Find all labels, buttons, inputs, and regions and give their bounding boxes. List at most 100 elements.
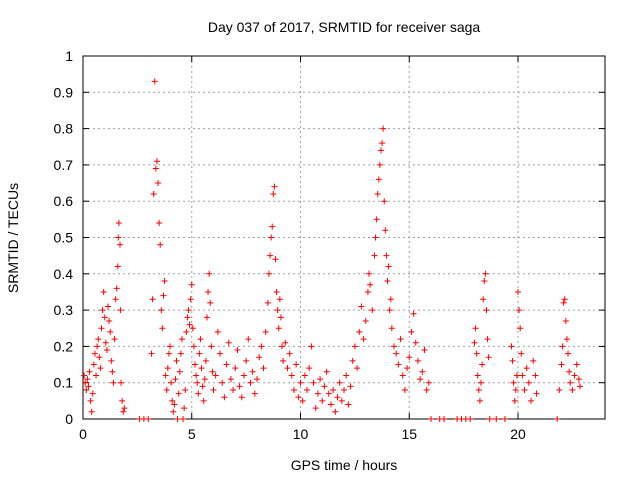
data-point (157, 241, 164, 248)
data-point (349, 357, 356, 364)
data-point (108, 357, 115, 364)
data-point (103, 347, 110, 354)
data-point (238, 394, 245, 401)
data-point (279, 343, 286, 350)
data-point (217, 350, 224, 357)
data-point (518, 350, 525, 357)
data-point (190, 343, 197, 350)
data-point (88, 408, 95, 415)
data-point (98, 325, 105, 332)
data-point (275, 325, 282, 332)
data-point (379, 140, 386, 147)
data-point (408, 328, 415, 335)
data-point (109, 368, 116, 375)
data-point (306, 365, 313, 372)
data-point (199, 383, 206, 390)
data-point (234, 347, 241, 354)
data-point (119, 397, 126, 404)
data-point (219, 379, 226, 386)
data-point (319, 397, 326, 404)
data-point (556, 386, 563, 393)
data-point (382, 227, 389, 234)
data-point (375, 176, 382, 183)
y-tick-label: 0.2 (54, 338, 74, 354)
data-point (197, 336, 204, 343)
data-point (105, 303, 112, 310)
data-point (117, 307, 124, 314)
data-point (178, 336, 185, 343)
data-point (176, 368, 183, 375)
data-point (483, 307, 490, 314)
data-point (174, 416, 181, 422)
data-point (343, 372, 350, 379)
data-point (180, 416, 187, 422)
ticks: 00.10.20.30.40.50.60.70.80.910 5 10 15 20 (54, 48, 605, 442)
data-point (152, 165, 159, 172)
data-point (82, 379, 89, 386)
data-point (254, 376, 260, 383)
data-point (265, 270, 272, 277)
data-point (173, 357, 180, 364)
data-point (336, 379, 343, 386)
data-point (380, 125, 387, 132)
data-point (96, 354, 103, 361)
data-point (404, 365, 411, 372)
data-point (414, 357, 421, 364)
data-point (510, 379, 517, 386)
data-point (86, 368, 93, 375)
x-tick-label: 15 (401, 426, 417, 442)
data-point (304, 386, 311, 393)
data-point (467, 416, 474, 422)
data-point (412, 339, 419, 346)
data-points (81, 78, 583, 422)
data-point (575, 376, 582, 383)
data-point (262, 328, 269, 335)
data-point (573, 361, 580, 368)
data-point (168, 379, 175, 386)
data-point (479, 361, 486, 368)
data-point (243, 357, 250, 364)
data-point (513, 372, 520, 379)
data-point (301, 372, 308, 379)
data-point (486, 416, 493, 422)
data-point (272, 256, 279, 263)
data-point (221, 394, 228, 401)
data-point (482, 270, 489, 277)
data-point (571, 372, 578, 379)
data-point (290, 386, 297, 393)
x-tick-label: 10 (293, 426, 309, 442)
data-point (115, 219, 122, 226)
data-point (274, 307, 281, 314)
y-tick-label: 0.4 (54, 266, 74, 282)
data-point (149, 296, 156, 303)
data-point (164, 365, 171, 372)
data-point (312, 405, 319, 412)
data-point (247, 379, 254, 386)
data-point (308, 343, 315, 350)
data-point (533, 390, 540, 397)
data-point (288, 372, 295, 379)
data-point (501, 416, 508, 422)
data-point (525, 379, 532, 386)
data-point (401, 386, 408, 393)
data-point (376, 161, 383, 168)
data-point (473, 350, 480, 357)
y-tick-label: 1 (65, 48, 73, 64)
data-point (428, 416, 434, 422)
data-point (90, 361, 97, 368)
data-point (417, 376, 424, 383)
data-point (423, 386, 430, 393)
data-point (381, 198, 388, 205)
y-tick-label: 0.5 (54, 230, 74, 246)
data-point (223, 361, 230, 368)
data-point (299, 397, 306, 404)
data-point (576, 383, 583, 390)
data-point (475, 386, 482, 393)
data-point (120, 408, 127, 415)
data-point (478, 379, 485, 386)
data-point (198, 365, 205, 372)
x-tick-label: 20 (510, 426, 526, 442)
data-point (271, 183, 278, 190)
data-point (151, 78, 158, 85)
data-point (480, 296, 487, 303)
